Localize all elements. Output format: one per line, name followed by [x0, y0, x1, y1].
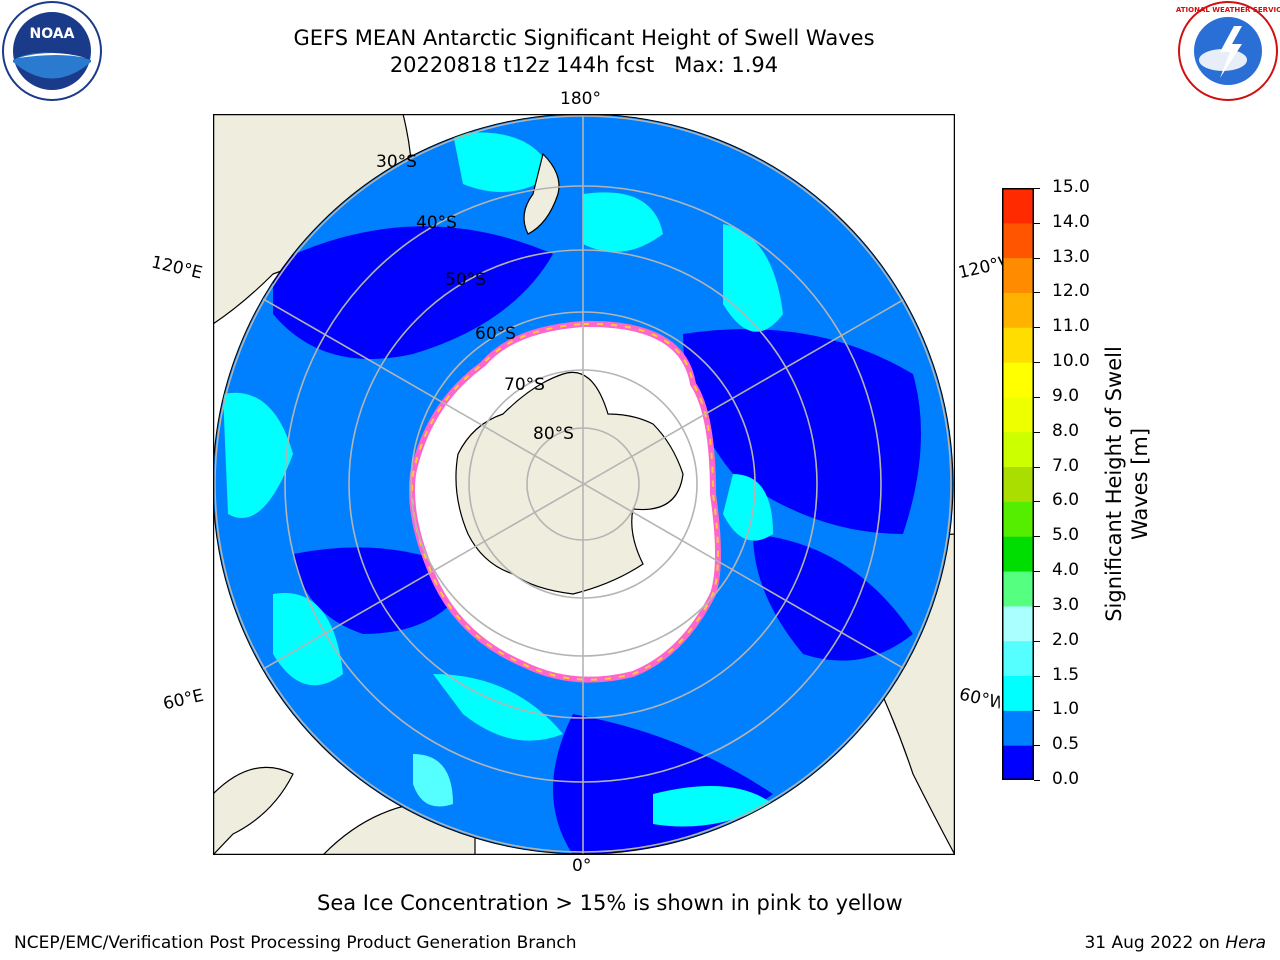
colorbar-band — [1002, 188, 1034, 224]
footer-date-text: 31 Aug 2022 on — [1084, 933, 1220, 953]
lon-label-120e: 120°E — [149, 252, 205, 284]
swell-moderate-region — [653, 786, 773, 827]
map-subtitle: 20220818 t12z 144h fcst Max: 1.94 — [389, 53, 779, 77]
lon-label-0: 0° — [572, 856, 592, 876]
colorbar-tick-label: 11.0 — [1052, 316, 1090, 337]
colorbar-band — [1002, 292, 1034, 328]
colorbar-band — [1002, 431, 1034, 468]
colorbar-tick-label: 6.0 — [1052, 490, 1080, 511]
lat-label-30s: 30°S — [376, 152, 417, 172]
colorbar-band — [1002, 222, 1034, 259]
colorbar-tick-label: 7.0 — [1052, 455, 1080, 476]
lat-label-70s: 70°S — [504, 375, 545, 395]
colorbar-tick-mark — [1034, 501, 1040, 503]
swell-low-region — [273, 226, 553, 359]
colorbar-tick-label: 1.0 — [1052, 699, 1080, 720]
noaa-logo: NOAA — [2, 1, 102, 101]
colorbar-tick-label: 15.0 — [1052, 177, 1090, 197]
swell-moderate-region — [273, 593, 343, 686]
swell-moderate-region — [433, 674, 563, 741]
colorbar-band — [1002, 257, 1034, 293]
colorbar-band — [1002, 605, 1034, 642]
colorbar-tick-mark — [1034, 605, 1040, 607]
colorbar-label-line2: Waves [m] — [1128, 427, 1152, 541]
colorbar-band — [1002, 675, 1034, 711]
antarctica-land — [455, 371, 684, 595]
noaa-logo-text: NOAA — [30, 26, 75, 42]
colorbar-tick-label: 14.0 — [1052, 211, 1090, 232]
swell-moderate-region — [583, 192, 663, 252]
sea-ice-note: Sea Ice Concentration > 15% is shown in … — [317, 891, 903, 915]
colorbar — [1002, 188, 1034, 780]
colorbar-tick-label: 0.0 — [1052, 769, 1080, 789]
swell-low-region — [683, 329, 921, 534]
colorbar-tick-mark — [1034, 571, 1040, 573]
colorbar-band — [1002, 710, 1034, 746]
map-title: GEFS MEAN Antarctic Significant Height o… — [293, 26, 875, 50]
colorbar-label-line1: Significant Height of Swell — [1102, 346, 1126, 622]
colorbar-band — [1002, 640, 1034, 677]
lat-label-80s: 80°S — [533, 424, 574, 444]
footer-date: 31 Aug 2022 on Hera — [1084, 933, 1266, 953]
colorbar-band — [1002, 466, 1034, 502]
footer-credit: NCEP/EMC/Verification Post Processing Pr… — [14, 933, 577, 953]
swell-moderate-region — [223, 392, 293, 518]
lon-label-60e: 60°E — [161, 685, 206, 715]
colorbar-tick-mark — [1034, 327, 1040, 329]
colorbar-tick-mark — [1034, 780, 1040, 781]
colorbar-tick-mark — [1034, 745, 1040, 747]
colorbar-tick-label: 13.0 — [1052, 246, 1090, 267]
colorbar-tick-mark — [1034, 466, 1040, 468]
colorbar-band — [1002, 571, 1034, 607]
swell-moderate-region — [453, 132, 553, 192]
colorbar-band — [1002, 327, 1034, 363]
swell-moderate-region — [723, 224, 783, 332]
lon-label-180: 180° — [560, 89, 601, 109]
lat-label-40s: 40°S — [416, 213, 457, 233]
swell-moderate-region — [723, 474, 773, 541]
footer-host: Hera — [1225, 933, 1266, 953]
colorbar-tick-mark — [1034, 640, 1040, 642]
colorbar-tick-label: 8.0 — [1052, 420, 1080, 441]
colorbar-band — [1002, 396, 1034, 433]
colorbar-tick-mark — [1034, 396, 1040, 398]
new-zealand-land — [523, 152, 560, 235]
colorbar-tick-mark — [1034, 710, 1040, 712]
colorbar-band — [1002, 501, 1034, 537]
swell-moderate-region — [413, 754, 453, 807]
africa-land — [213, 766, 294, 855]
lat-label-50s: 50°S — [445, 270, 486, 290]
colorbar-band — [1002, 745, 1034, 780]
colorbar-tick-label: 4.0 — [1052, 560, 1080, 581]
colorbar-tick-mark — [1034, 536, 1040, 538]
colorbar-tick-label: 12.0 — [1052, 281, 1090, 302]
lon-label-60w: 60°W — [957, 684, 1003, 714]
longitude-lines — [213, 114, 953, 854]
colorbar-tick-mark — [1034, 292, 1040, 294]
colorbar-tick-mark — [1034, 362, 1040, 364]
colorbar-band — [1002, 536, 1034, 572]
polar-map — [213, 114, 955, 855]
colorbar-tick-label: 10.0 — [1052, 351, 1090, 372]
swell-low-region — [753, 534, 913, 661]
colorbar-band — [1002, 362, 1034, 398]
colorbar-tick-label: 9.0 — [1052, 385, 1080, 406]
colorbar-tick-mark — [1034, 431, 1040, 433]
lat-label-60s: 60°S — [475, 324, 516, 344]
colorbar-tick-mark — [1034, 675, 1040, 677]
colorbar-tick-label: 1.5 — [1052, 664, 1080, 685]
colorbar-tick-label: 0.5 — [1052, 734, 1080, 755]
colorbar-tick-mark — [1034, 188, 1040, 189]
colorbar-tick-label: 5.0 — [1052, 525, 1080, 546]
nws-logo-text: NATIONAL WEATHER SERVICE — [1176, 6, 1280, 14]
nws-logo: NATIONAL WEATHER SERVICE — [1176, 1, 1280, 101]
colorbar-tick-mark — [1034, 222, 1040, 224]
colorbar-tick-mark — [1034, 257, 1040, 259]
colorbar-tick-label: 2.0 — [1052, 629, 1080, 650]
colorbar-tick-label: 3.0 — [1052, 594, 1080, 615]
